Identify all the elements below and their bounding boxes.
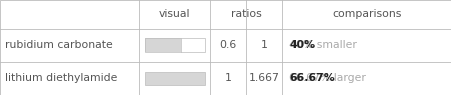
Text: rubidium carbonate: rubidium carbonate bbox=[5, 40, 113, 50]
Text: 66.67% larger: 66.67% larger bbox=[289, 73, 365, 83]
Text: 1: 1 bbox=[224, 73, 231, 83]
Text: ratios: ratios bbox=[230, 9, 261, 19]
Text: 1: 1 bbox=[260, 40, 267, 50]
Bar bbox=[144, 38, 204, 52]
Bar bbox=[180, 38, 204, 52]
Text: 40% smaller: 40% smaller bbox=[289, 40, 356, 50]
Text: 0.6: 0.6 bbox=[219, 40, 236, 50]
Bar bbox=[144, 38, 180, 52]
Text: 66.67%: 66.67% bbox=[289, 73, 334, 83]
Text: comparisons: comparisons bbox=[332, 9, 401, 19]
Text: visual: visual bbox=[159, 9, 190, 19]
Text: 40%: 40% bbox=[289, 40, 315, 50]
Text: 1.667: 1.667 bbox=[249, 73, 279, 83]
Bar bbox=[144, 72, 204, 85]
Text: lithium diethylamide: lithium diethylamide bbox=[5, 73, 118, 83]
